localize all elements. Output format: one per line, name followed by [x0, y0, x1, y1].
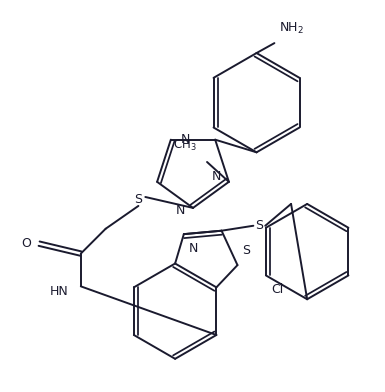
Text: S: S — [243, 244, 250, 257]
Text: Cl: Cl — [271, 283, 283, 296]
Text: S: S — [134, 194, 142, 207]
Text: HN: HN — [50, 285, 69, 298]
Text: N: N — [212, 171, 221, 183]
Text: N: N — [181, 133, 190, 146]
Text: O: O — [21, 237, 31, 250]
Text: NH$_2$: NH$_2$ — [280, 21, 305, 36]
Text: CH$_3$: CH$_3$ — [173, 138, 197, 153]
Text: N: N — [189, 242, 198, 255]
Text: N: N — [176, 204, 185, 218]
Text: S: S — [255, 219, 263, 232]
